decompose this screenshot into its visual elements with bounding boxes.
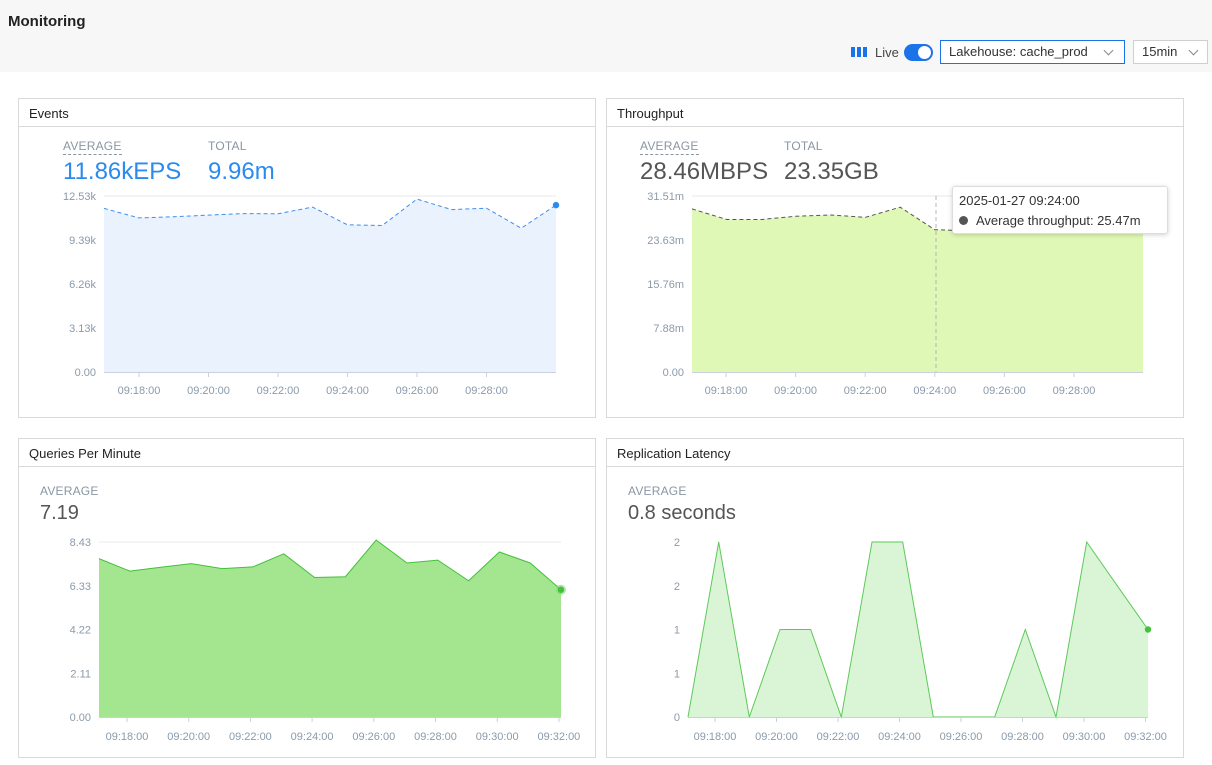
tooltip-time: 2025-01-27 09:24:00 [959,193,1080,208]
y-tick-label: 12.53k [63,191,97,203]
x-tick-label: 09:26:00 [396,385,439,397]
total-value: 23.35GB [784,158,879,185]
series-line [687,540,1149,719]
y-tick-label: 1 [674,668,680,680]
endpoint-marker [557,586,565,593]
y-tick-label: 6.33 [70,581,91,593]
x-tick-label: 09:32:00 [1124,731,1167,743]
y-tick-label: 23.63m [647,235,684,247]
y-tick-label: 0 [674,712,680,724]
x-tick-label: 09:26:00 [983,385,1026,397]
area-fill [692,207,1143,372]
series-line [98,539,562,591]
x-tick-label: 09:28:00 [1053,385,1096,397]
panel-header: Events [19,99,595,127]
live-label: Live [875,45,899,60]
area-fill [99,540,561,717]
lakehouse-select[interactable]: Lakehouse: cache_prod [940,40,1125,64]
page-title: Monitoring [8,13,86,30]
panel-header: Replication Latency [607,439,1183,467]
lakehouse-select-value: Lakehouse: cache_prod [949,44,1088,59]
x-tick-label: 09:20:00 [167,731,210,743]
x-tick-label: 09:18:00 [705,385,748,397]
x-tick-label: 09:26:00 [940,731,983,743]
panel-title: Queries Per Minute [29,446,141,461]
panel-title: Throughput [617,106,684,121]
series-line [103,198,557,229]
y-tick-label: 9.39k [69,235,96,247]
panel-header: Throughput [607,99,1183,127]
x-tick-label: 09:24:00 [326,385,369,397]
y-tick-label: 2 [674,581,680,593]
x-tick-label: 09:24:00 [913,385,956,397]
y-tick-label: 3.13k [69,323,96,335]
area-fill [104,199,556,372]
time-range-select[interactable]: 15min [1133,40,1208,64]
x-tick-label: 09:24:00 [878,731,921,743]
endpoint-marker [1144,626,1152,633]
chart-tooltip: 2025-01-27 09:24:00 Average throughput: … [952,186,1168,234]
x-tick-label: 09:18:00 [106,731,149,743]
throughput-chart-group: 0.00 7.88m 15.76m 23.63m 31.51m 09:18:00 09:20… [647,191,1144,397]
average-label[interactable]: AVERAGE [640,139,699,155]
y-tick-label: 6.26k [69,279,96,291]
x-tick-label: 09:28:00 [465,385,508,397]
y-tick-label: 15.76m [647,279,684,291]
y-tick-label: 8.43 [70,537,91,549]
x-tick-label: 09:18:00 [118,385,161,397]
y-tick-label: 4.22 [70,625,91,637]
y-tick-label: 7.88m [653,323,684,335]
live-toggle[interactable] [904,44,933,61]
y-tick-label: 0.00 [70,712,91,724]
y-tick-label: 2 [674,537,680,549]
latency-chart-group: 0 1 1 2 2 09:18:00 09:20:00 09:22:00 09:24:00 09:… [674,537,1167,743]
x-tick-label: 09:20:00 [774,385,817,397]
panel-header: Queries Per Minute [19,439,595,467]
columns-icon[interactable] [851,47,867,57]
x-tick-label: 09:30:00 [1063,731,1106,743]
total-label: TOTAL [208,139,247,153]
average-value: 11.86kEPS [63,158,182,185]
toggle-knob [918,46,931,59]
endpoint-marker [552,201,560,209]
total-label: TOTAL [784,139,823,153]
x-tick-label: 09:28:00 [414,731,457,743]
queries-chart-group: 0.00 2.11 4.22 6.33 8.43 09:18:00 09:20:00 09:2… [70,537,581,743]
x-tick-label: 09:18:00 [694,731,737,743]
x-tick-label: 09:22:00 [817,731,860,743]
x-tick-label: 09:22:00 [257,385,300,397]
events-chart-group: 0.00 3.13k 6.26k 9.39k 12.53k 09:18:00 09:20:0… [63,191,560,397]
x-tick-label: 09:28:00 [1001,731,1044,743]
average-value: 28.46MBPS [640,158,769,185]
x-tick-label: 09:32:00 [537,731,580,743]
average-label: AVERAGE [40,484,99,498]
average-label[interactable]: AVERAGE [63,139,122,155]
y-tick-label: 0.00 [663,367,684,379]
total-value: 9.96m [208,158,275,185]
tooltip-series-dot [959,216,968,225]
average-value: 0.8 seconds [628,502,736,524]
panel-title: Events [29,106,69,121]
x-tick-label: 09:22:00 [229,731,272,743]
tooltip-value: Average throughput: 25.47m [976,213,1141,228]
x-tick-label: 09:20:00 [187,385,230,397]
x-tick-label: 09:30:00 [476,731,519,743]
x-tick-label: 09:26:00 [352,731,395,743]
x-tick-label: 09:20:00 [755,731,798,743]
y-tick-label: 1 [674,625,680,637]
x-tick-label: 09:22:00 [844,385,887,397]
average-value: 7.19 [40,502,79,524]
average-label: AVERAGE [628,484,687,498]
y-tick-label: 31.51m [647,191,684,203]
y-tick-label: 0.00 [75,367,96,379]
time-range-select-value: 15min [1142,44,1178,59]
y-tick-label: 2.11 [70,668,91,680]
x-tick-label: 09:24:00 [291,731,334,743]
panel-title: Replication Latency [617,446,731,461]
